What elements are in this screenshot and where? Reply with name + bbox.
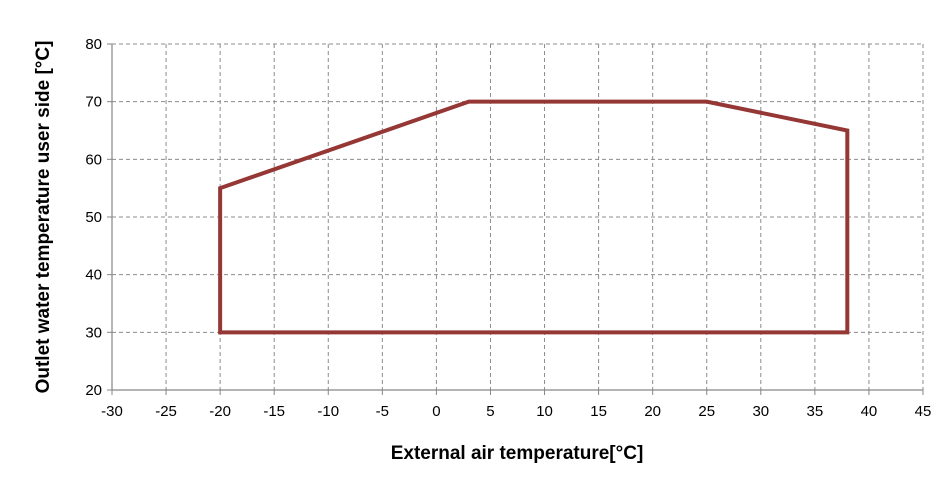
x-tick-label: -30 (101, 403, 123, 420)
y-tick-label: 60 (85, 151, 102, 168)
x-tick-label: 5 (486, 403, 494, 420)
y-tick-labels: 20 30 40 50 60 70 80 (85, 36, 102, 399)
y-axis-title: Outlet water temperature user side [°C] (33, 41, 54, 394)
x-tick-label: -5 (376, 403, 389, 420)
x-tick-label: 25 (698, 403, 715, 420)
x-tick-label: -25 (155, 403, 177, 420)
data-point (219, 187, 221, 189)
data-point (846, 331, 848, 333)
x-tick-label: 35 (807, 403, 824, 420)
y-tick-label: 20 (85, 382, 102, 399)
x-tick-label: 20 (644, 403, 661, 420)
x-tick-labels: -30 -25 -20 -15 -10 -5 0 5 10 15 20 25 30 35 40 45 (101, 403, 931, 420)
x-tick-label: 30 (752, 403, 769, 420)
data-point (468, 101, 470, 103)
axes (107, 43, 924, 395)
x-tick-label: 0 (432, 403, 440, 420)
x-tick-label: 45 (915, 403, 932, 420)
x-tick-label: 15 (590, 403, 607, 420)
x-axis-title: External air temperature[°C] (391, 443, 644, 464)
x-tick-label: -10 (317, 403, 339, 420)
data-point (706, 101, 708, 103)
y-tick-label: 50 (85, 209, 102, 226)
y-tick-label: 70 (85, 94, 102, 111)
x-tick-label: -15 (263, 403, 285, 420)
x-tick-label: 40 (861, 403, 878, 420)
x-tick-label: -20 (209, 403, 231, 420)
y-tick-label: 30 (85, 324, 102, 341)
data-point (219, 331, 221, 333)
data-point (846, 130, 848, 131)
x-tick-label: 10 (536, 403, 553, 420)
grid (112, 43, 924, 390)
y-tick-label: 80 (85, 36, 102, 53)
series-group (218, 99, 850, 335)
y-tick-label: 40 (85, 267, 102, 284)
